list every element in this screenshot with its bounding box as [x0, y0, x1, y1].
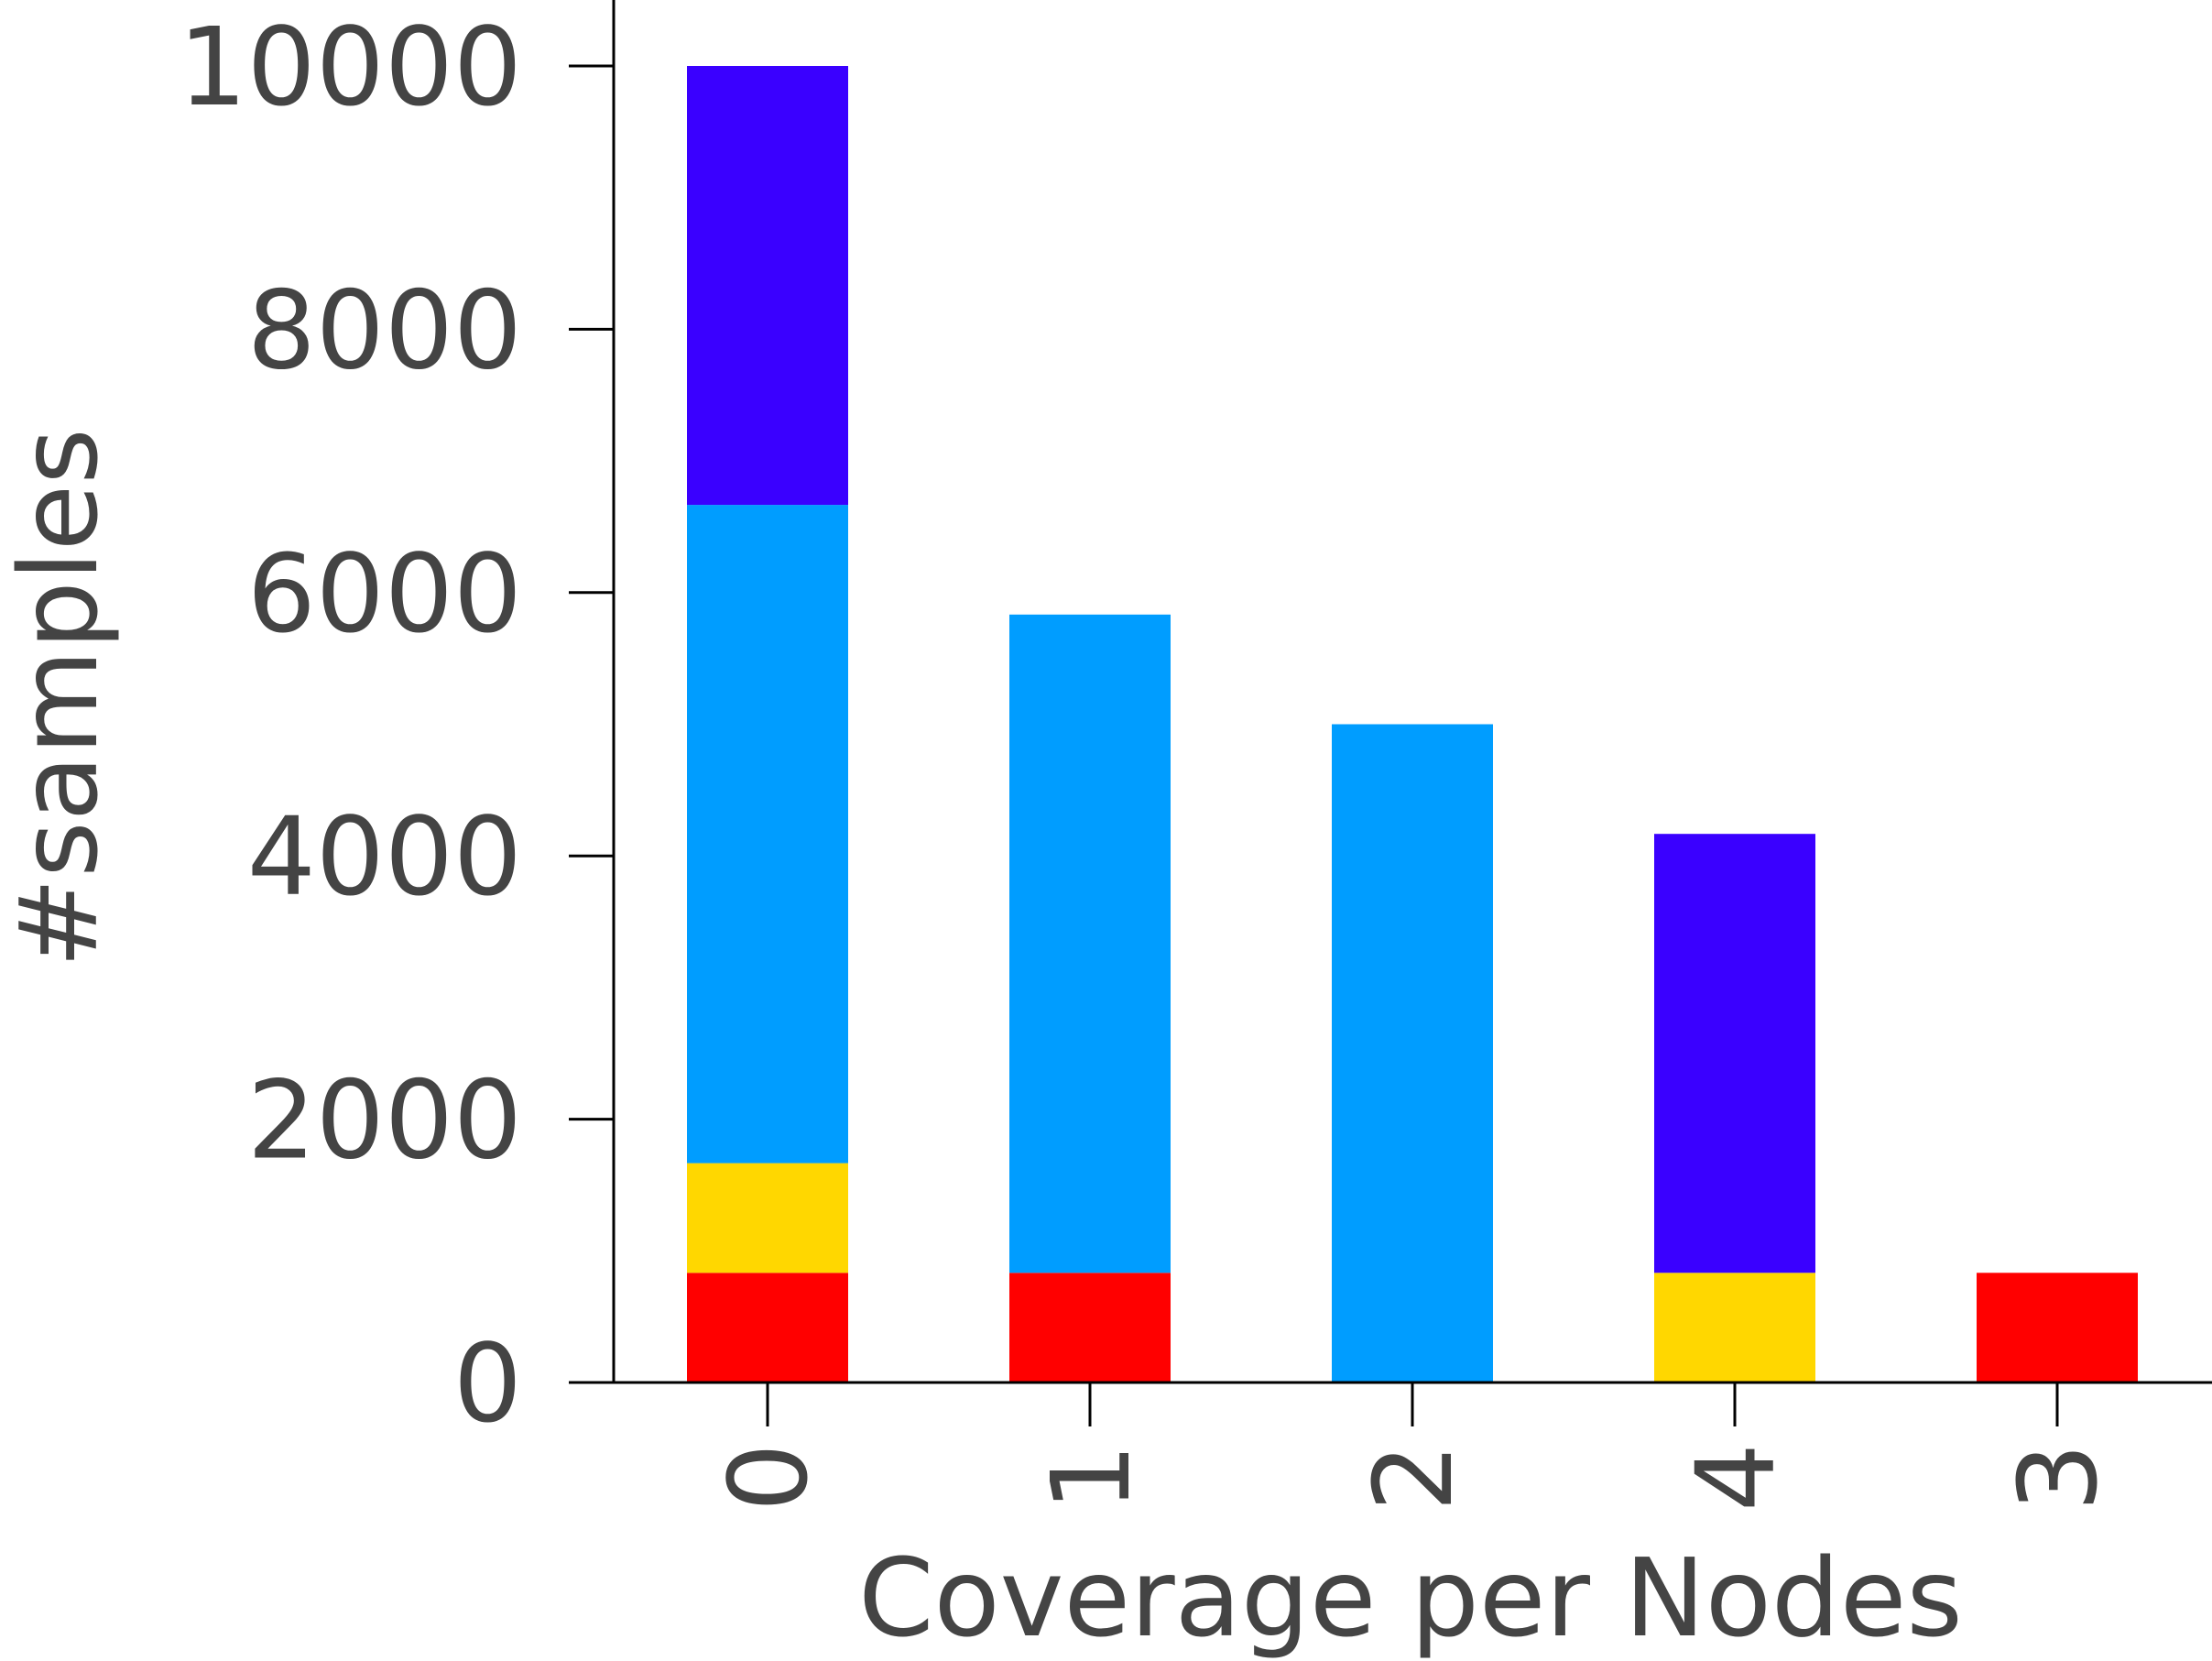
x-axis-label: Coverage per Nodes — [858, 1535, 1963, 1661]
bar-segment-2-2 — [1332, 724, 1493, 1382]
bar-segment-0-2 — [687, 505, 848, 1164]
bars-group — [687, 66, 2138, 1382]
y-tick-label-10000: 10000 — [179, 4, 522, 130]
y-tick-label-6000: 6000 — [247, 530, 522, 657]
y-tick-label-0: 0 — [453, 1320, 522, 1447]
x-axis: 0 1 2 4 3 — [569, 1381, 2212, 1512]
x-tick-label-1: 1 — [1028, 1443, 1154, 1512]
bar-segment-4-1 — [1654, 1273, 1815, 1382]
bar-segment-1-0 — [1009, 1273, 1171, 1382]
y-tick-label-4000: 4000 — [247, 793, 522, 920]
y-axis-label: #samples — [0, 428, 122, 967]
bar-segment-0-1 — [687, 1163, 848, 1273]
bar-segment-0-0 — [687, 1273, 848, 1382]
x-tick-label-4: 4 — [1673, 1443, 1799, 1512]
bar-segment-1-2 — [1009, 614, 1171, 1273]
x-tick-label-3: 3 — [1995, 1443, 2121, 1512]
bar-segment-4-3 — [1654, 834, 1815, 1273]
x-tick-label-2: 2 — [1350, 1443, 1476, 1512]
y-tick-label-8000: 8000 — [247, 267, 522, 393]
bar-segment-3-0 — [1977, 1273, 2138, 1382]
y-axis: 0 2000 4000 6000 8000 10000 — [179, 0, 616, 1447]
bar-segment-0-3 — [687, 66, 848, 506]
x-tick-label-0: 0 — [705, 1443, 832, 1512]
y-tick-label-2000: 2000 — [247, 1057, 522, 1184]
